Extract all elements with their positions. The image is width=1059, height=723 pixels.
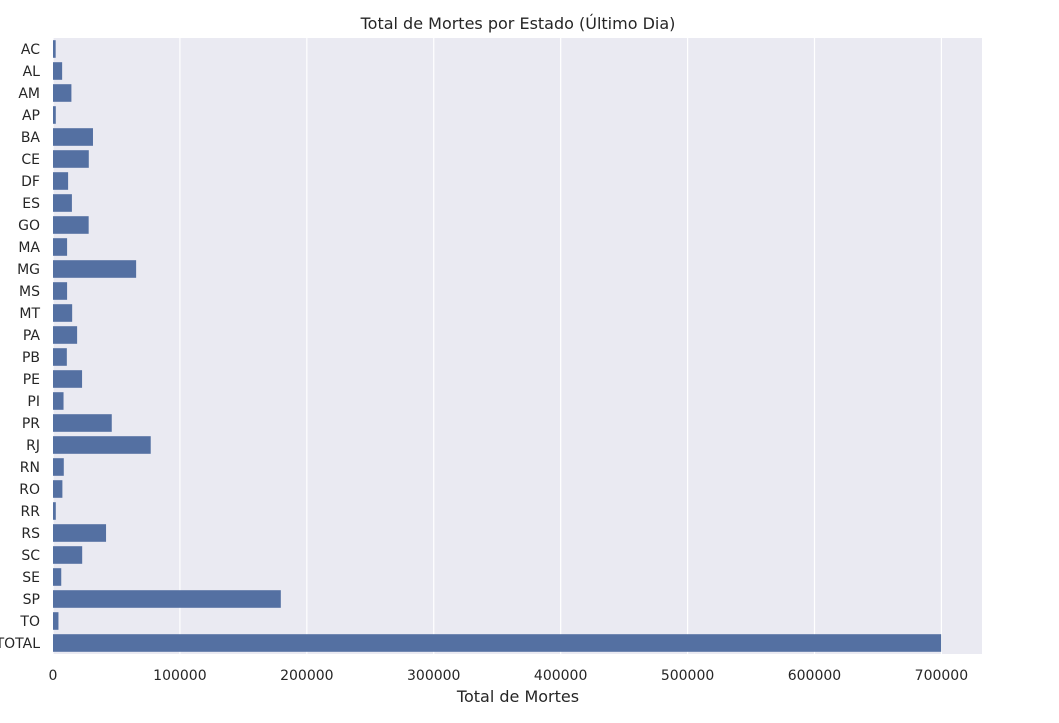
bar-mg [53,260,137,278]
bar-ba [53,128,93,146]
bar-pa [53,326,78,344]
bar-pe [53,370,83,388]
bar-total [53,634,942,652]
bar-al [53,62,63,80]
bar-ce [53,150,89,168]
bar-rs [53,524,107,542]
x-axis-label: Total de Mortes [456,687,579,706]
x-tick-label: 700000 [915,668,968,684]
x-tick-label: 200000 [280,668,333,684]
y-tick-label-pr: PR [22,416,40,432]
y-tick-label-rr: RR [21,504,41,520]
y-tick-label-se: SE [22,570,40,586]
bar-rn [53,458,64,476]
bar-es [53,194,72,212]
bar-sp [53,590,281,608]
y-tick-label-sc: SC [21,548,40,564]
y-tick-label-am: AM [18,86,40,102]
y-tick-label-sp: SP [23,592,40,608]
y-tick-label-ac: AC [21,42,40,58]
y-tick-label-go: GO [18,218,40,234]
y-tick-label-ce: CE [21,152,40,168]
x-tick-label: 400000 [534,668,587,684]
y-tick-label-al: AL [23,64,41,80]
bar-pr [53,414,112,432]
bar-se [53,568,62,586]
bar-am [53,84,72,102]
bar-ac [53,40,56,58]
y-tick-label-ms: MS [19,284,40,300]
x-tick-label: 500000 [661,668,714,684]
y-tick-label-ba: BA [21,130,41,146]
bar-go [53,216,89,234]
y-tick-label-ap: AP [22,108,40,124]
bar-rr [53,502,56,520]
bar-ro [53,480,63,498]
bar-ma [53,238,68,256]
chart-title: Total de Mortes por Estado (Último Dia) [360,14,676,33]
x-tick-label: 600000 [788,668,841,684]
bar-pi [53,392,64,410]
y-tick-label-pa: PA [23,328,41,344]
y-tick-label-total: TOTAL [0,636,40,652]
bar-sc [53,546,83,564]
y-tick-label-es: ES [22,196,40,212]
y-tick-label-ma: MA [18,240,40,256]
bar-df [53,172,69,190]
y-tick-label-mt: MT [19,306,40,322]
x-gridlines [52,38,942,654]
bars [53,40,942,652]
plot-background [53,38,982,654]
y-tick-label-pe: PE [23,372,40,388]
x-tick-labels: 0 100000 200000 300000 400000 500000 600000 700… [49,668,969,684]
bar-ms [53,282,68,300]
bar-pb [53,348,67,366]
y-tick-label-to: TO [19,614,40,630]
bar-ap [53,106,56,124]
bar-mt [53,304,73,322]
x-tick-label: 100000 [153,668,206,684]
x-tick-label: 0 [49,668,58,684]
y-tick-label-rj: RJ [26,438,40,454]
y-tick-label-pi: PI [27,394,40,410]
bar-rj [53,436,151,454]
y-tick-label-df: DF [21,174,40,190]
y-tick-label-rs: RS [21,526,40,542]
y-tick-label-rn: RN [20,460,40,476]
x-tick-label: 300000 [407,668,460,684]
y-tick-labels: AC AL AM AP BA CE DF ES GO MA MG MS MT PA PB PE PI PR RJ RN… [0,42,40,652]
y-tick-label-mg: MG [17,262,40,278]
y-tick-label-ro: RO [19,482,40,498]
bar-to [53,612,59,630]
y-tick-label-pb: PB [22,350,40,366]
